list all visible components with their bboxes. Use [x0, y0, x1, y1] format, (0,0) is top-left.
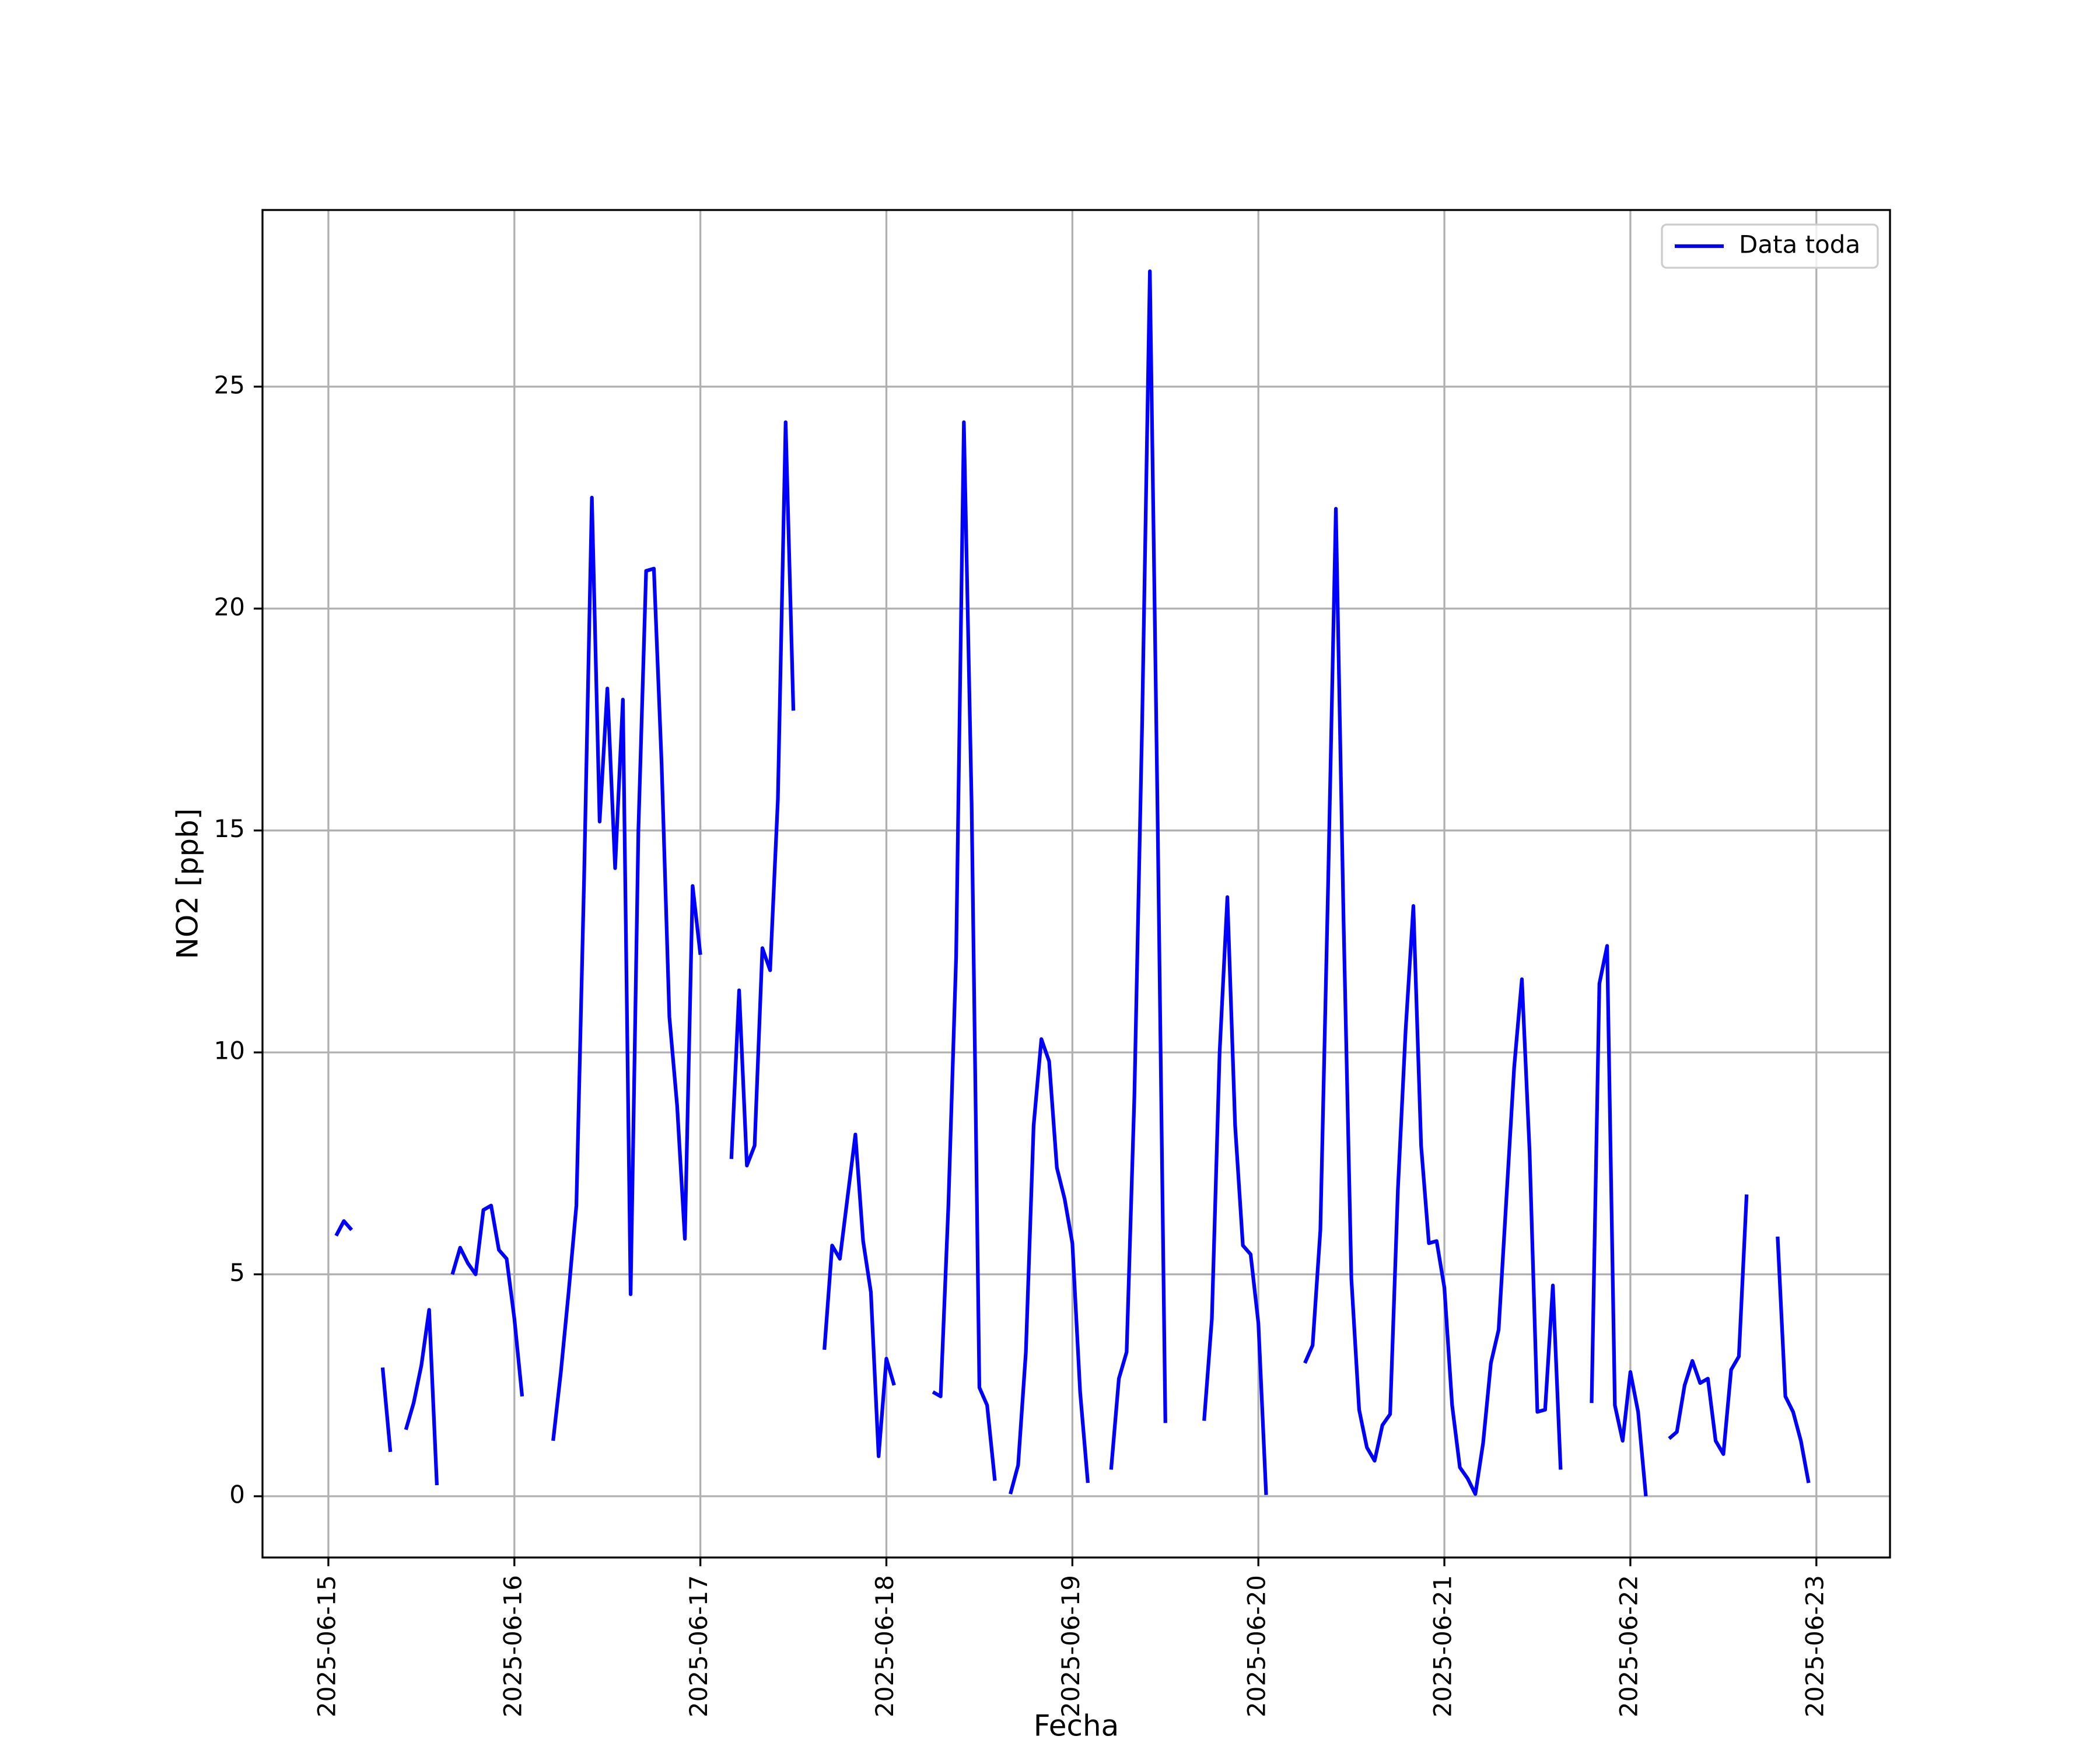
plot-frame — [261, 209, 1891, 1559]
x-tick-label: 2025-06-19 — [1056, 1575, 1085, 1717]
x-tick-label: 2025-06-18 — [870, 1575, 899, 1717]
y-axis-label: NO2 [ppb] — [171, 808, 205, 960]
y-tick-label: 15 — [214, 814, 245, 843]
y-tick-label: 20 — [214, 593, 245, 621]
y-tick-label: 25 — [214, 370, 245, 399]
x-tick-label: 2025-06-21 — [1429, 1575, 1457, 1717]
data-line — [334, 269, 1811, 1497]
x-tick-label: 2025-06-22 — [1614, 1575, 1643, 1717]
y-tick-label: 5 — [229, 1258, 245, 1287]
x-tick-label: 2025-06-15 — [312, 1575, 341, 1717]
x-axis-label: Fecha — [1034, 1709, 1119, 1743]
legend-box — [1661, 223, 1879, 269]
x-tick-label: 2025-06-23 — [1800, 1575, 1829, 1717]
y-tick-label: 10 — [214, 1037, 245, 1065]
y-tick-label: 0 — [229, 1480, 245, 1509]
x-tick-label: 2025-06-16 — [498, 1575, 527, 1717]
x-tick-label: 2025-06-17 — [684, 1575, 713, 1717]
x-tick-label: 2025-06-20 — [1242, 1575, 1271, 1717]
legend-label: Data toda — [1739, 230, 1860, 259]
